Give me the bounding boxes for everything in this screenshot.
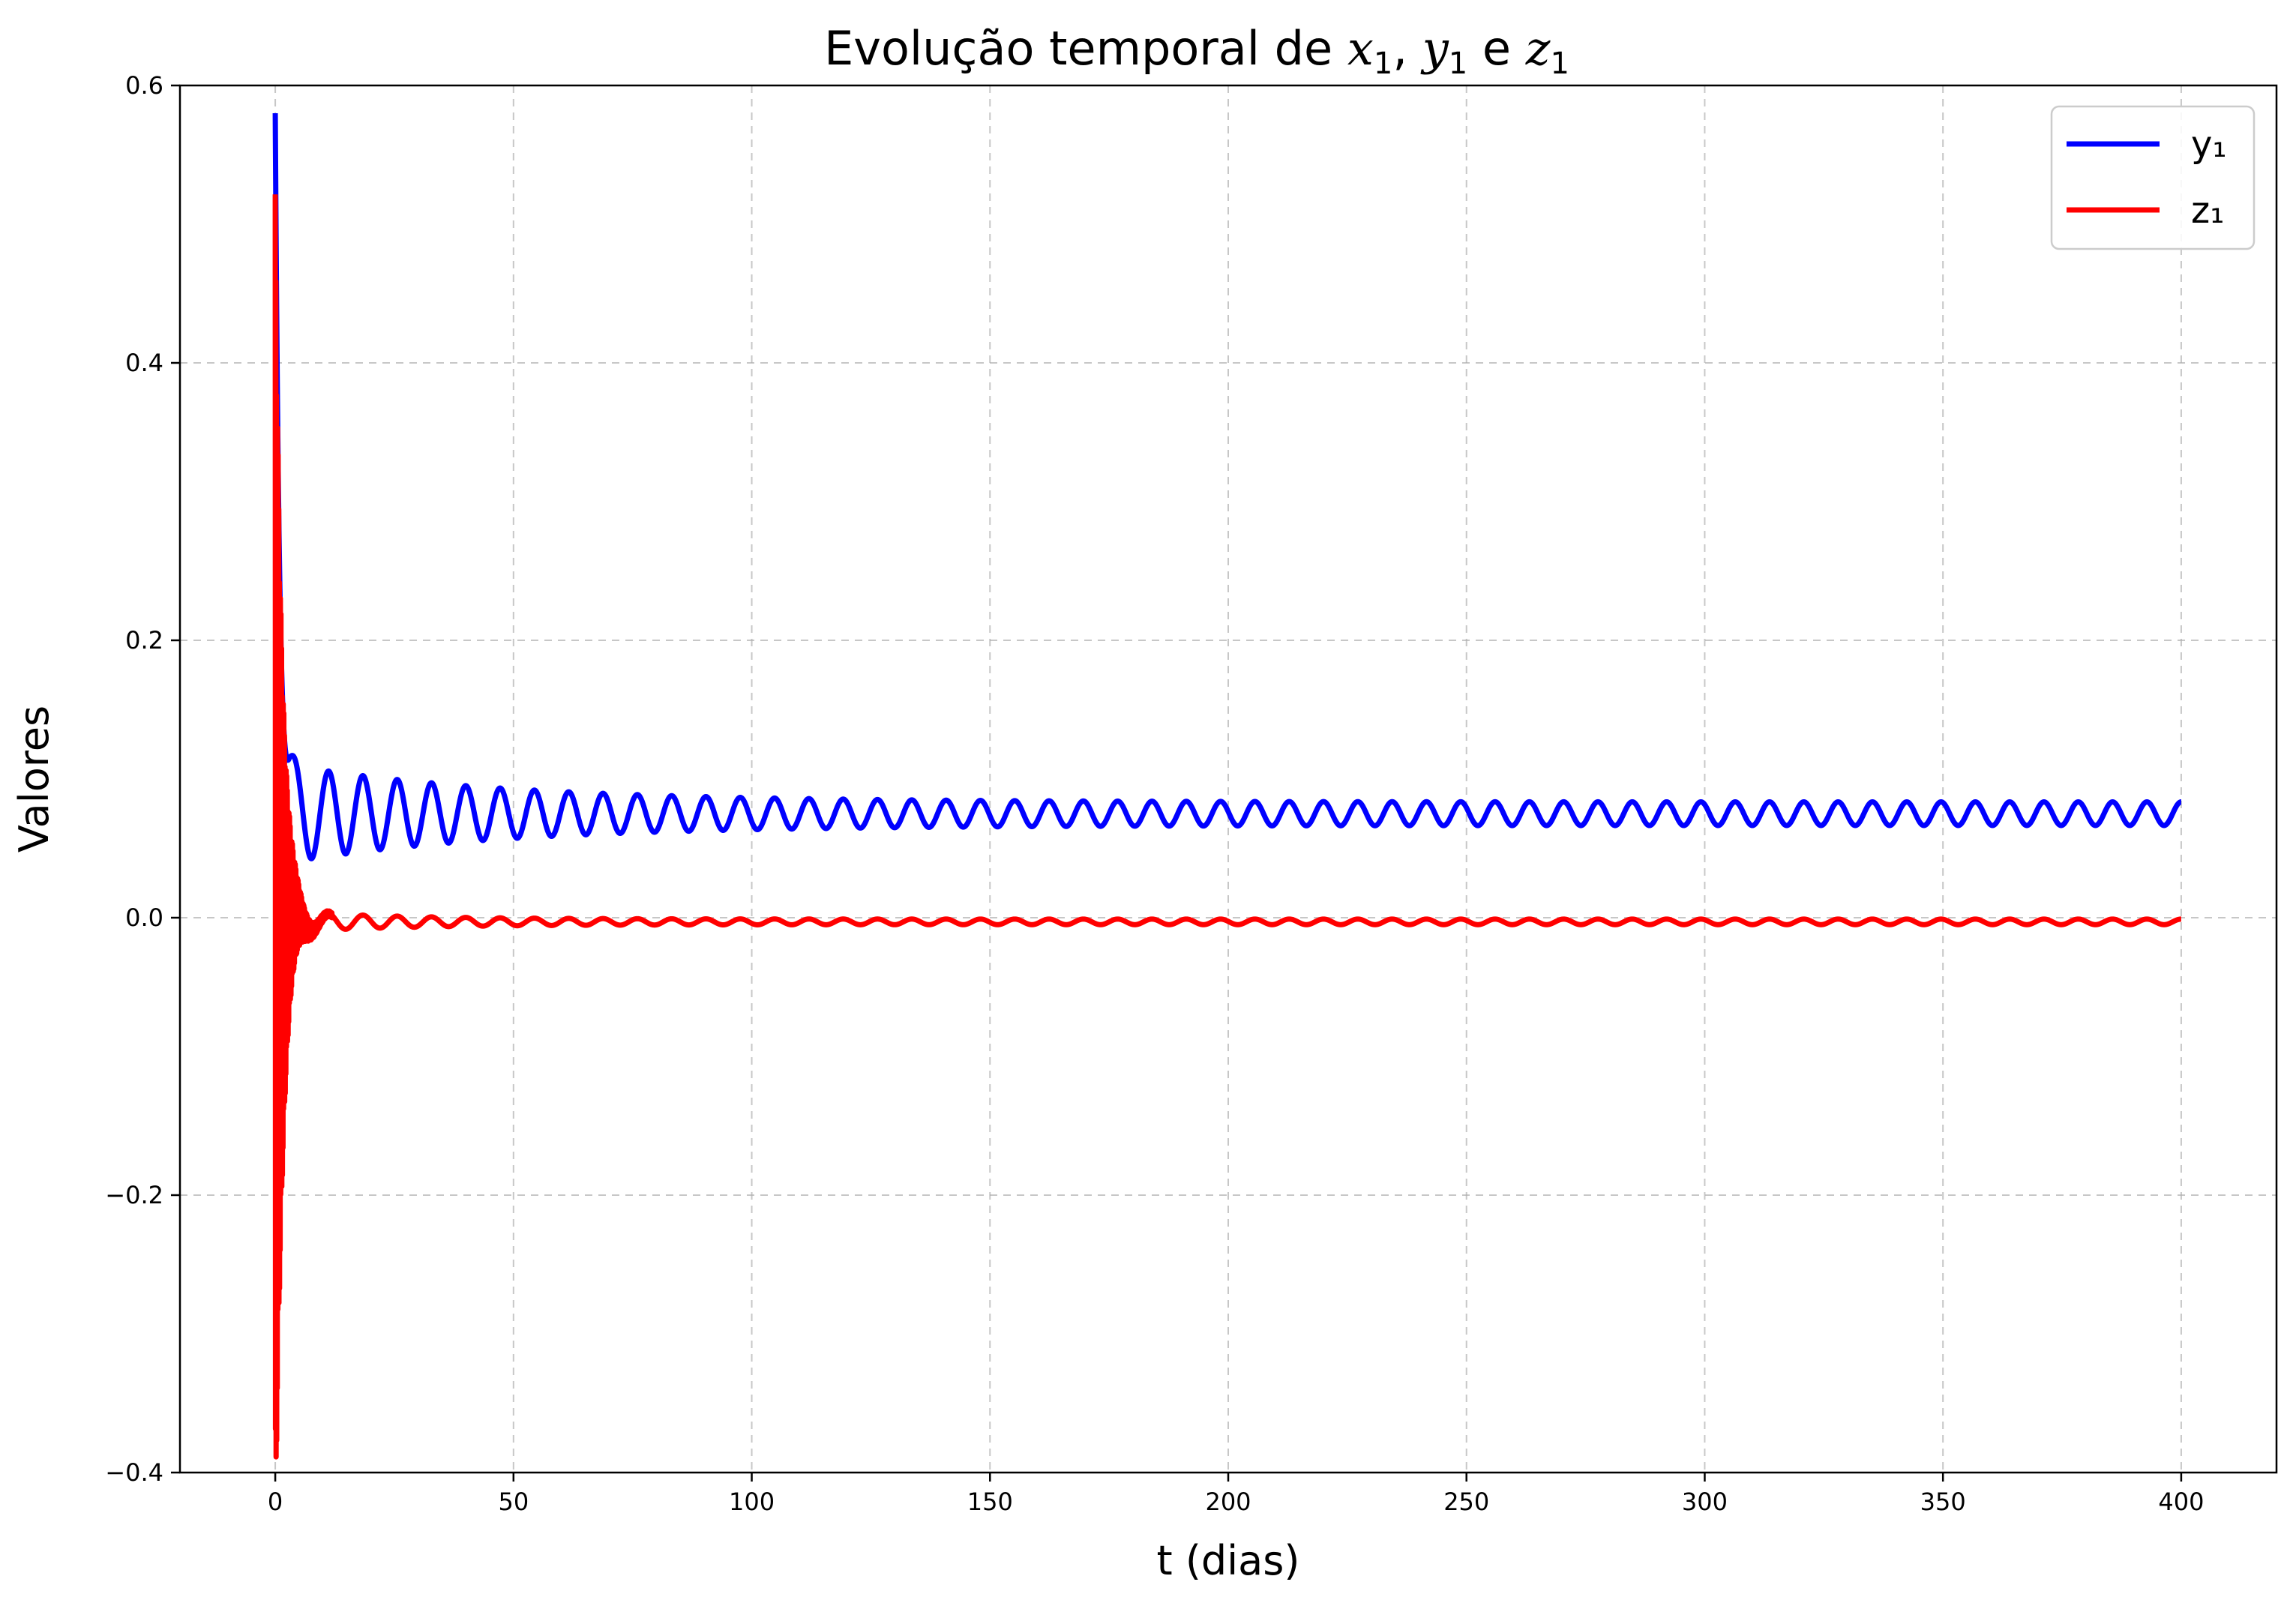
y-tick-label: −0.4	[105, 1458, 163, 1487]
x-tick-label: 250	[1443, 1488, 1489, 1516]
y-tick-label: 0.0	[125, 903, 163, 932]
x-axis-label: t (dias)	[1157, 1537, 1300, 1584]
y-tick-label: −0.2	[105, 1181, 163, 1209]
series-lines	[272, 112, 2184, 1460]
x-tick-label: 0	[268, 1488, 283, 1516]
x-tick-label: 300	[1682, 1488, 1728, 1516]
x-tick-label: 200	[1205, 1488, 1251, 1516]
x-axis-ticks: 0 50 100 150 200 250 300 350 400	[268, 1473, 2204, 1516]
x-tick-label: 50	[498, 1488, 529, 1516]
legend-label-y1: y₁	[2191, 124, 2227, 166]
legend: y₁ z₁	[2050, 105, 2256, 250]
x-tick-label: 150	[967, 1488, 1013, 1516]
chart-title: Evolução temporal de x1, y1 e z1	[824, 21, 1569, 81]
y-axis-label: Valores	[10, 706, 58, 852]
x-tick-label: 350	[1920, 1488, 1966, 1516]
legend-label-z1: z₁	[2191, 190, 2224, 232]
y-tick-label: 0.4	[125, 349, 163, 377]
y-tick-label: 0.2	[125, 626, 163, 655]
y-axis-ticks: −0.4 −0.2 0.0 0.2 0.4 0.6	[105, 71, 180, 1487]
x-tick-label: 100	[729, 1488, 775, 1516]
series-line-z1	[272, 194, 2184, 1460]
series-line-y1	[272, 112, 2184, 861]
y-tick-label: 0.6	[125, 71, 163, 100]
x-tick-label: 400	[2158, 1488, 2204, 1516]
